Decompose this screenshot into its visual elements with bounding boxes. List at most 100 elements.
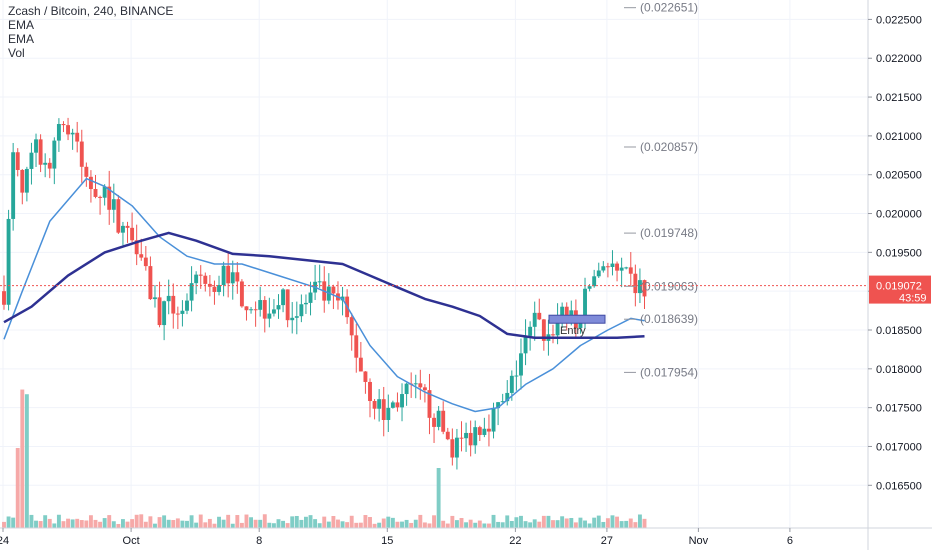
- candle-body: [358, 357, 363, 372]
- candle-body: [583, 288, 587, 323]
- candle-body: [56, 124, 61, 141]
- volume-bar: [368, 517, 372, 528]
- candle-body: [445, 431, 450, 440]
- entry-marker: [548, 314, 606, 324]
- volume-bar: [523, 521, 528, 528]
- volume-bar: [313, 519, 318, 528]
- candle-body: [157, 297, 162, 326]
- candle-body: [134, 240, 139, 255]
- volume-bar: [162, 515, 167, 528]
- candle-body: [79, 141, 84, 167]
- volume-bar: [125, 521, 130, 528]
- volume-bar: [569, 517, 574, 528]
- candle-body: [11, 152, 16, 219]
- volume-bar: [610, 515, 615, 528]
- volume-bar: [249, 517, 253, 528]
- last-price-countdown: 43:59: [899, 293, 927, 305]
- last-price-badge: [869, 275, 931, 304]
- volume-bar: [450, 515, 455, 528]
- volume-bar: [395, 521, 400, 528]
- volume-bar: [605, 518, 610, 528]
- volume-bar: [66, 518, 70, 528]
- volume-bar: [487, 523, 491, 528]
- candle-body: [230, 272, 235, 284]
- volume-bar: [619, 521, 624, 528]
- volume-bar: [244, 514, 249, 528]
- candle-body: [441, 410, 446, 432]
- volume-bar: [390, 517, 395, 528]
- candle-body: [587, 286, 592, 289]
- ema-fast-line: [3, 177, 645, 413]
- candle-body: [15, 152, 20, 170]
- volume-bar: [418, 514, 423, 528]
- candle-body: [93, 189, 98, 197]
- volume-bar: [88, 515, 93, 528]
- candle-body: [43, 162, 48, 165]
- volume-bar: [217, 516, 221, 528]
- volume-bar: [454, 520, 459, 528]
- candle-body: [505, 392, 510, 402]
- candle-body: [596, 270, 601, 277]
- volume-bar: [436, 468, 441, 528]
- volume-bar: [38, 521, 43, 528]
- x-tick-label: Nov: [689, 535, 709, 547]
- y-tick-label: 0.022000: [876, 53, 922, 65]
- candle-body: [84, 166, 89, 177]
- volume-bar: [299, 519, 304, 528]
- volume-bar: [445, 523, 450, 528]
- candle-body: [555, 316, 560, 336]
- volume-bar: [207, 518, 212, 528]
- volume-bar: [93, 519, 98, 528]
- y-tick-label: 0.018500: [876, 325, 922, 337]
- volume-bar: [340, 521, 345, 528]
- level-label: (0.019748): [640, 226, 698, 240]
- volume-bar: [148, 516, 153, 528]
- candle-body: [20, 169, 25, 193]
- candle-body: [473, 427, 478, 446]
- volume-bar: [253, 519, 258, 528]
- volume-bar: [15, 448, 20, 528]
- candle-body: [418, 383, 423, 388]
- candle-body: [249, 309, 253, 311]
- volume-bar: [546, 515, 551, 528]
- candle-body: [221, 265, 226, 285]
- candle-body: [450, 439, 455, 458]
- candle-body: [281, 289, 286, 306]
- volume-bar: [349, 515, 354, 528]
- candle-body: [491, 408, 496, 432]
- candle-body: [381, 399, 386, 420]
- candle-body: [198, 274, 203, 276]
- candle-body: [66, 125, 70, 135]
- volume-bar: [271, 523, 276, 528]
- volume-bar: [496, 521, 501, 528]
- candle-body: [633, 273, 638, 294]
- candle-body: [496, 402, 501, 409]
- candle-body: [592, 276, 597, 287]
- candle-body: [459, 437, 464, 439]
- x-tick-label: 15: [381, 535, 393, 547]
- volume-bar: [413, 519, 418, 528]
- candle-body: [601, 266, 606, 271]
- candle-body: [578, 322, 583, 328]
- volume-bar: [404, 519, 409, 528]
- volume-bar: [134, 514, 139, 528]
- candle-body: [6, 218, 11, 305]
- legend: Zcash / Bitcoin, 240, BINANCE EMA EMA Vo…: [8, 4, 173, 60]
- candle-body: [308, 292, 313, 303]
- candle-body: [454, 437, 459, 458]
- candle-body: [107, 186, 112, 210]
- volume-bar: [587, 523, 592, 528]
- volume-bar: [75, 518, 80, 528]
- volume-bar: [102, 518, 107, 528]
- entry-label: Entry: [560, 325, 586, 337]
- candle-body: [130, 227, 135, 241]
- candle-body: [637, 280, 642, 294]
- candle-body: [368, 381, 372, 402]
- x-tick-label: 22: [509, 535, 521, 547]
- candle-body: [509, 375, 514, 393]
- volume-bar: [56, 514, 61, 528]
- grid: [0, 0, 868, 528]
- candle-body: [523, 335, 528, 354]
- y-tick-label: 0.021000: [876, 131, 922, 143]
